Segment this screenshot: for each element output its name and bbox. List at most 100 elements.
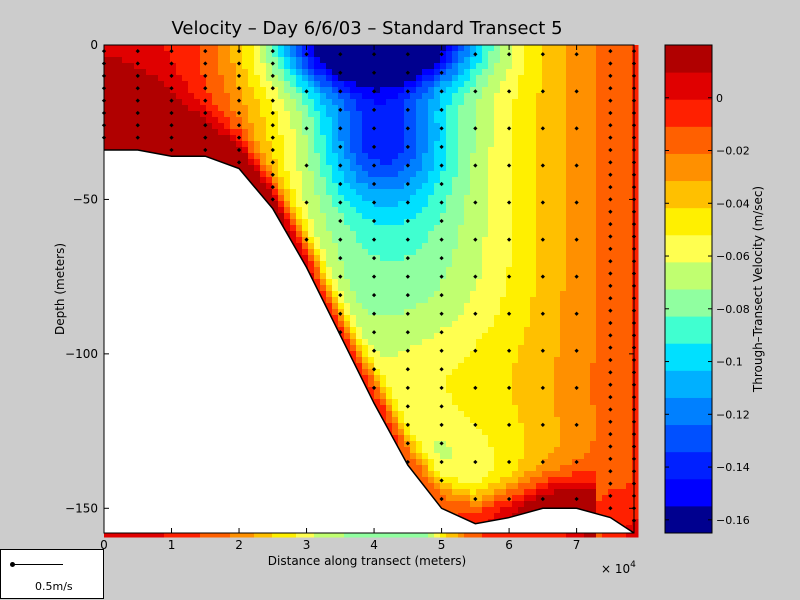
velocity-cell: [434, 399, 441, 406]
velocity-cell: [350, 99, 357, 106]
velocity-cell: [458, 195, 465, 202]
velocity-cell: [308, 219, 315, 226]
velocity-cell: [398, 225, 405, 232]
velocity-cell: [386, 273, 393, 280]
velocity-cell: [434, 249, 441, 256]
velocity-cell: [284, 225, 291, 232]
velocity-cell: [428, 171, 435, 178]
velocity-cell: [254, 57, 261, 64]
velocity-cell: [452, 207, 459, 214]
velocity-cell: [380, 87, 387, 94]
velocity-cell: [458, 261, 465, 268]
velocity-cell: [176, 105, 183, 112]
velocity-cell: [440, 177, 447, 184]
velocity-cell: [374, 135, 381, 142]
velocity-cell: [464, 399, 471, 406]
velocity-cell: [134, 45, 141, 52]
velocity-cell: [422, 459, 429, 466]
velocity-cell: [410, 279, 417, 286]
velocity-cell: [422, 189, 429, 196]
velocity-cell: [410, 207, 417, 214]
velocity-cell: [392, 375, 399, 382]
velocity-cell: [308, 267, 315, 274]
velocity-cell: [392, 219, 399, 226]
velocity-cell: [458, 465, 465, 472]
velocity-cell: [110, 141, 117, 148]
velocity-cell: [392, 51, 399, 58]
velocity-cell: [308, 237, 315, 244]
velocity-cell: [398, 303, 405, 310]
velocity-cell: [266, 117, 273, 124]
velocity-cell: [374, 75, 381, 82]
velocity-cell: [290, 237, 297, 244]
velocity-cell: [350, 279, 357, 286]
velocity-cell: [446, 165, 453, 172]
velocity-cell: [434, 303, 441, 310]
velocity-cell: [224, 129, 231, 136]
velocity-cell: [386, 255, 393, 262]
velocity-cell: [278, 129, 285, 136]
velocity-cell: [446, 243, 453, 250]
velocity-cell: [284, 171, 291, 178]
velocity-cell: [140, 531, 147, 538]
velocity-cell: [434, 261, 441, 268]
velocity-cell: [206, 135, 213, 142]
velocity-cell: [368, 159, 375, 166]
velocity-cell: [398, 309, 405, 316]
velocity-cell: [380, 93, 387, 100]
velocity-cell: [332, 309, 339, 316]
velocity-cell: [140, 93, 147, 100]
velocity-cell: [410, 171, 417, 178]
velocity-cell: [368, 207, 375, 214]
velocity-cell: [410, 297, 417, 304]
velocity-cell: [458, 81, 465, 88]
velocity-cell: [272, 195, 279, 202]
velocity-cell: [440, 147, 447, 154]
velocity-cell: [290, 141, 297, 148]
velocity-cell: [308, 63, 315, 70]
velocity-cell: [428, 477, 435, 484]
velocity-cell: [362, 267, 369, 274]
velocity-cell: [266, 75, 273, 82]
velocity-cell: [440, 309, 447, 316]
velocity-cell: [410, 447, 417, 454]
velocity-cell: [338, 171, 345, 178]
velocity-cell: [452, 111, 459, 118]
velocity-cell: [452, 255, 459, 262]
velocity-cell: [380, 291, 387, 298]
velocity-cell: [326, 231, 333, 238]
velocity-cell: [452, 291, 459, 298]
velocity-cell: [392, 171, 399, 178]
velocity-cell: [350, 291, 357, 298]
velocity-cell: [116, 111, 123, 118]
velocity-cell: [422, 111, 429, 118]
velocity-cell: [212, 45, 219, 52]
velocity-cell: [392, 423, 399, 430]
velocity-cell: [428, 357, 435, 364]
velocity-cell: [350, 189, 357, 196]
velocity-cell: [266, 63, 273, 70]
velocity-cell: [434, 369, 441, 376]
velocity-cell: [434, 321, 441, 328]
velocity-cell: [458, 411, 465, 418]
velocity-cell: [410, 357, 417, 364]
velocity-cell: [188, 129, 195, 136]
velocity-cell: [218, 141, 225, 148]
velocity-cell: [374, 321, 381, 328]
velocity-cell: [416, 69, 423, 76]
velocity-cell: [296, 147, 303, 154]
velocity-cell: [404, 75, 411, 82]
velocity-cell: [440, 63, 447, 70]
velocity-cell: [350, 213, 357, 220]
velocity-cell: [242, 147, 249, 154]
velocity-cell: [308, 171, 315, 178]
velocity-cell: [398, 69, 405, 76]
velocity-cell: [278, 87, 285, 94]
velocity-cell: [434, 153, 441, 160]
velocity-cell: [254, 45, 261, 52]
velocity-cell: [416, 447, 423, 454]
velocity-cell: [392, 327, 399, 334]
velocity-cell: [410, 153, 417, 160]
velocity-cell: [416, 321, 423, 328]
velocity-cell: [440, 297, 447, 304]
